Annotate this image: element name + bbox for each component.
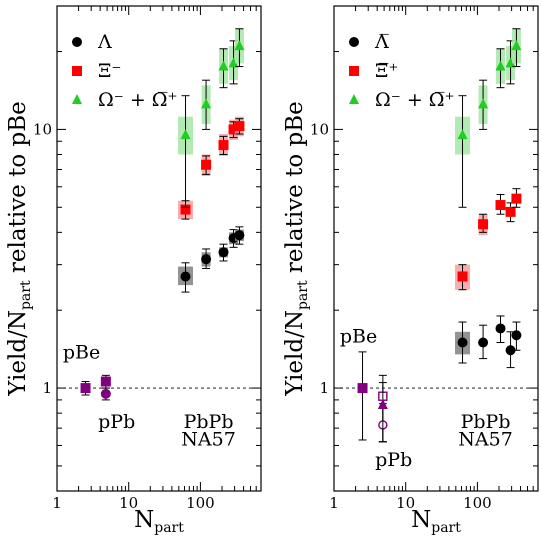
data-point: [234, 121, 245, 132]
annotation-label: NA57: [181, 428, 236, 450]
legend-marker: [72, 94, 82, 104]
series-pBe: [357, 351, 368, 441]
x-axis-subscript: part: [431, 520, 461, 536]
data-point: [478, 219, 489, 230]
x-axis-title: Npart: [411, 507, 461, 536]
series-Λ̅: [455, 315, 522, 369]
data-point: [457, 129, 468, 140]
y-axis-title: Yield/Npart relative to pBe: [282, 101, 311, 396]
legend-label: Ξ⁻: [98, 60, 121, 82]
legend-label: Ω⁻ + Ω̅⁺: [98, 89, 178, 111]
y-axis-title: Yield/Npart relative to pBe: [5, 101, 34, 396]
data-point: [478, 337, 489, 348]
data-point: [100, 388, 111, 399]
data-point: [180, 271, 191, 282]
y-tick-label: 10: [310, 120, 329, 138]
data-point: [228, 57, 239, 68]
legend-marker: [349, 37, 359, 47]
annotation-label: PbPb: [461, 411, 511, 433]
annotation-label: NA57: [458, 428, 513, 450]
y-axis-title-prefix: Yield/N: [5, 310, 31, 397]
annotation-label: PbPb: [184, 411, 234, 433]
y-axis-title-prefix: Yield/N: [282, 310, 308, 397]
series-Ξ̅⁺: [455, 188, 522, 291]
data-point: [457, 337, 468, 348]
plot-frame: [333, 5, 539, 492]
data-point: [234, 230, 245, 241]
annotation-label: pPb: [375, 449, 412, 471]
legend-marker: [72, 37, 82, 47]
legend-marker: [349, 66, 359, 76]
annotation-label: pBe: [63, 342, 100, 364]
y-axis-title-suffix: relative to pBe: [5, 101, 31, 280]
legend-label: Ω⁻ + Ω̅⁺: [375, 89, 455, 111]
y-axis-subscript: part: [18, 280, 34, 310]
data-point: [80, 383, 91, 394]
data-point: [511, 193, 522, 204]
data-point: [505, 345, 516, 356]
x-tick-label: 1: [52, 494, 62, 512]
legend-marker: [72, 66, 82, 76]
data-point: [201, 98, 212, 109]
data-point: [505, 206, 516, 217]
series-pPb Λ: [100, 387, 111, 401]
series-Λ: [178, 226, 245, 293]
data-point: [100, 376, 111, 387]
data-point: [495, 200, 506, 211]
data-point: [357, 383, 368, 394]
x-tick-label: 10: [119, 494, 138, 512]
legend-label: Ξ̅⁺: [375, 60, 398, 82]
x-tick-label: 10: [396, 494, 415, 512]
legend-label: Λ: [97, 31, 112, 53]
data-point: [505, 57, 516, 68]
data-point: [495, 323, 506, 334]
annotation-label: pPb: [98, 411, 135, 433]
series-Ω⁻ + Ω̅⁺: [178, 28, 245, 208]
legend-label: Λ̅: [374, 31, 389, 53]
data-point: [478, 98, 489, 109]
y-tick-label: 1: [319, 379, 329, 397]
data-point: [218, 247, 229, 258]
x-tick-label: 1: [329, 494, 339, 512]
data-point: [201, 159, 212, 170]
y-axis-subscript: part: [295, 280, 311, 310]
y-tick-label: 10: [33, 120, 52, 138]
x-tick-label: 100: [463, 494, 492, 512]
data-point: [234, 40, 245, 51]
annotation-label: pBe: [340, 326, 377, 348]
series-pPb Ω: [377, 382, 388, 443]
data-point: [511, 40, 522, 51]
series-Ω⁻ + Ω̅⁺: [455, 28, 522, 208]
data-point: [495, 60, 506, 71]
data-point: [457, 271, 468, 282]
series-Ξ⁻: [178, 116, 245, 220]
data-point: [180, 129, 191, 140]
data-point: [511, 330, 522, 341]
data-point: [180, 204, 191, 215]
series-pBe/pPb: [80, 374, 111, 396]
y-axis-title-suffix: relative to pBe: [282, 101, 308, 280]
x-axis-subscript: part: [154, 520, 184, 536]
data-point: [218, 60, 229, 71]
x-tick-label: 100: [186, 494, 215, 512]
legend-marker: [349, 94, 359, 104]
data-point: [218, 140, 229, 151]
data-point: [228, 124, 239, 135]
data-point: [201, 254, 212, 265]
data-point: [377, 399, 388, 410]
y-tick-label: 1: [42, 379, 52, 397]
plot-frame: [56, 5, 262, 492]
x-axis-title: Npart: [134, 507, 184, 536]
